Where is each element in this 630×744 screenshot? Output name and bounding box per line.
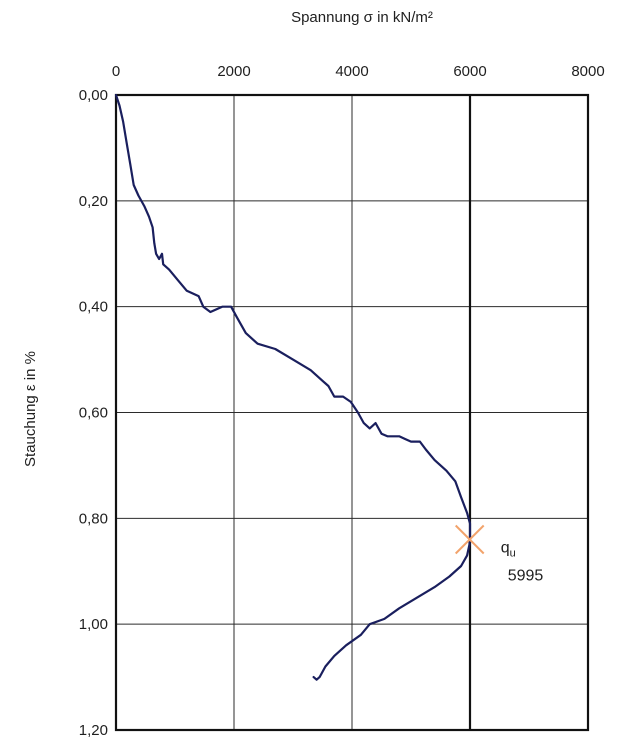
- plot-frame: [114, 93, 590, 732]
- grid: [116, 95, 588, 730]
- qu-label: qu: [501, 540, 516, 560]
- y-tick-label: 0,60: [79, 405, 108, 422]
- x-tick-label: 4000: [335, 63, 368, 80]
- y-tick-label: 1,20: [79, 722, 108, 739]
- x-tick-labels: 0 2000 4000 6000 8000: [112, 63, 605, 80]
- series-layer: [114, 93, 472, 681]
- qu-marker-stroke: [454, 524, 485, 555]
- qu-value-label: 5995: [508, 568, 544, 585]
- y-tick-label: 0,00: [79, 87, 108, 104]
- x-tick-label: 8000: [571, 63, 604, 80]
- y-axis-title: Stauchung ε in %: [22, 351, 39, 467]
- annotation-layer: qu 5995: [454, 524, 544, 585]
- x-tick-label: 6000: [453, 63, 486, 80]
- x-tick-label: 2000: [217, 63, 250, 80]
- y-tick-label: 0,20: [79, 193, 108, 210]
- y-tick-label: 1,00: [79, 616, 108, 633]
- x-tick-label: 0: [112, 63, 120, 80]
- stress-strain-curve: [114, 93, 472, 681]
- y-tick-labels: 0,00 0,20 0,40 0,60 0,80 1,00 1,20: [79, 87, 108, 739]
- plot-border: [114, 93, 590, 732]
- x-axis-title: Spannung σ in kN/m²: [291, 9, 433, 26]
- y-tick-label: 0,40: [79, 299, 108, 316]
- y-tick-label: 0,80: [79, 510, 108, 527]
- qu-label-subscript: u: [510, 548, 516, 560]
